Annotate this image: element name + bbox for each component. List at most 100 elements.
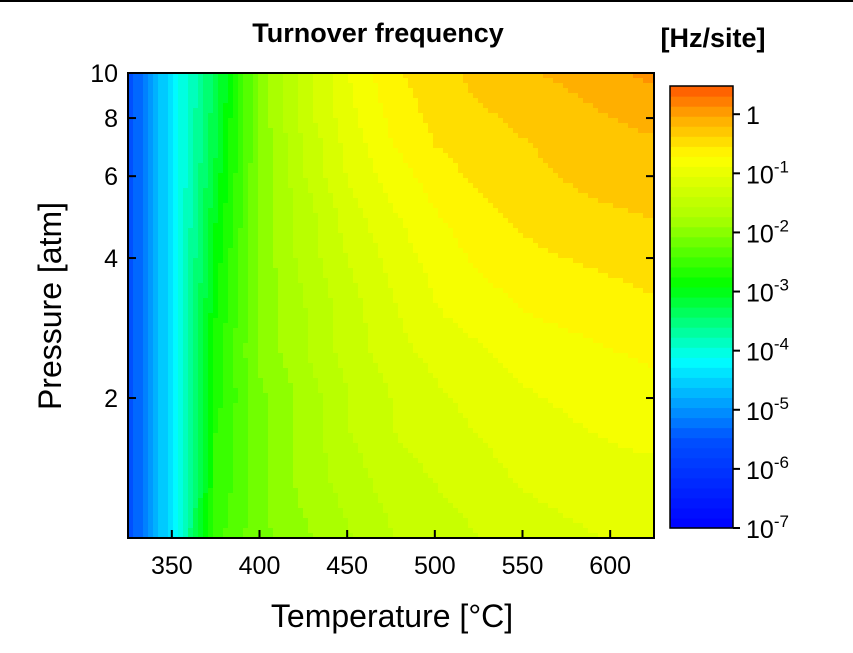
heatmap-cell — [548, 293, 554, 299]
heatmap-cell — [488, 238, 494, 244]
heatmap-cell — [448, 233, 454, 239]
heatmap-cell — [643, 78, 649, 84]
heatmap-cell — [333, 253, 339, 259]
heatmap-cell — [248, 188, 254, 194]
heatmap-cell — [283, 143, 289, 149]
heatmap-cell — [228, 293, 234, 299]
heatmap-cell — [623, 118, 629, 124]
heatmap-cell — [308, 203, 314, 209]
heatmap-cell — [548, 153, 554, 159]
heatmap-cell — [318, 278, 324, 284]
heatmap-cell — [178, 78, 184, 84]
heatmap-cell — [393, 78, 399, 84]
heatmap-cell — [318, 208, 324, 214]
heatmap-cell — [573, 208, 579, 214]
heatmap-cell — [313, 168, 319, 174]
heatmap-cell — [643, 153, 649, 159]
heatmap-cell — [623, 198, 629, 204]
heatmap-cell — [148, 243, 154, 249]
heatmap-cell — [538, 108, 544, 114]
heatmap-cell — [488, 193, 494, 199]
heatmap-cell — [283, 158, 289, 164]
heatmap-cell — [148, 193, 154, 199]
heatmap-cell — [313, 188, 319, 194]
heatmap-cell — [203, 168, 209, 174]
heatmap-cell — [148, 198, 154, 204]
heatmap-cell — [473, 283, 479, 289]
heatmap-cell — [628, 108, 634, 114]
heatmap-cell — [358, 298, 364, 304]
heatmap-cell — [148, 83, 154, 89]
heatmap-cell — [393, 263, 399, 269]
heatmap-cell — [518, 278, 524, 284]
heatmap-cell — [448, 258, 454, 264]
heatmap-cell — [208, 88, 214, 94]
heatmap-cell — [318, 108, 324, 114]
heatmap-cell — [583, 78, 589, 84]
heatmap-cell — [478, 78, 484, 84]
heatmap-cell — [183, 108, 189, 114]
heatmap-cell — [403, 193, 409, 199]
heatmap-cell — [228, 93, 234, 99]
heatmap-cell — [538, 103, 544, 109]
heatmap-cell — [458, 148, 464, 154]
heatmap-cell — [643, 233, 649, 239]
heatmap-cell — [453, 193, 459, 199]
heatmap-cell — [633, 193, 639, 199]
heatmap-cell — [323, 183, 329, 189]
heatmap-cell — [433, 118, 439, 124]
heatmap-cell — [418, 138, 424, 144]
heatmap-cell — [243, 238, 249, 244]
heatmap-cell — [288, 118, 294, 124]
heatmap-cell — [133, 258, 139, 264]
heatmap-cell — [253, 118, 259, 124]
heatmap-cell — [153, 263, 159, 269]
heatmap-cell — [278, 153, 284, 159]
heatmap-cell — [543, 213, 549, 219]
heatmap-cell — [228, 188, 234, 194]
heatmap-cell — [433, 268, 439, 274]
heatmap-cell — [423, 133, 429, 139]
heatmap-cell — [283, 223, 289, 229]
heatmap-cell — [158, 238, 164, 244]
heatmap-cell — [538, 258, 544, 264]
heatmap-cell — [478, 268, 484, 274]
heatmap-cell — [248, 158, 254, 164]
heatmap-cell — [298, 148, 304, 154]
heatmap-cell — [603, 103, 609, 109]
heatmap-cell — [313, 193, 319, 199]
heatmap-cell — [353, 178, 359, 184]
heatmap-cell — [173, 198, 179, 204]
heatmap-cell — [313, 273, 319, 279]
heatmap-cell — [378, 188, 384, 194]
heatmap-cell — [163, 163, 169, 169]
heatmap-cell — [318, 193, 324, 199]
heatmap-cell — [133, 73, 139, 79]
heatmap-cell — [333, 263, 339, 269]
heatmap-cell — [423, 103, 429, 109]
heatmap-cell — [578, 208, 584, 214]
heatmap-cell — [318, 283, 324, 289]
heatmap-cell — [468, 133, 474, 139]
heatmap-cell — [398, 298, 404, 304]
heatmap-cell — [563, 123, 569, 129]
heatmap-cell — [608, 88, 614, 94]
heatmap-cell — [488, 113, 494, 119]
heatmap-cell — [343, 113, 349, 119]
heatmap-cell — [198, 223, 204, 229]
heatmap-cell — [143, 133, 149, 139]
heatmap-cell — [303, 208, 309, 214]
heatmap-cell — [568, 148, 574, 154]
heatmap-cell — [523, 253, 529, 259]
heatmap-cell — [198, 293, 204, 299]
heatmap-cell — [568, 163, 574, 169]
heatmap-cell — [553, 93, 559, 99]
heatmap-cell — [633, 158, 639, 164]
heatmap-cell — [208, 93, 214, 99]
heatmap-cell — [578, 93, 584, 99]
heatmap-cell — [598, 198, 604, 204]
heatmap-cell — [183, 283, 189, 289]
heatmap-cell — [328, 253, 334, 259]
heatmap-cell — [488, 263, 494, 269]
heatmap-cell — [223, 138, 229, 144]
